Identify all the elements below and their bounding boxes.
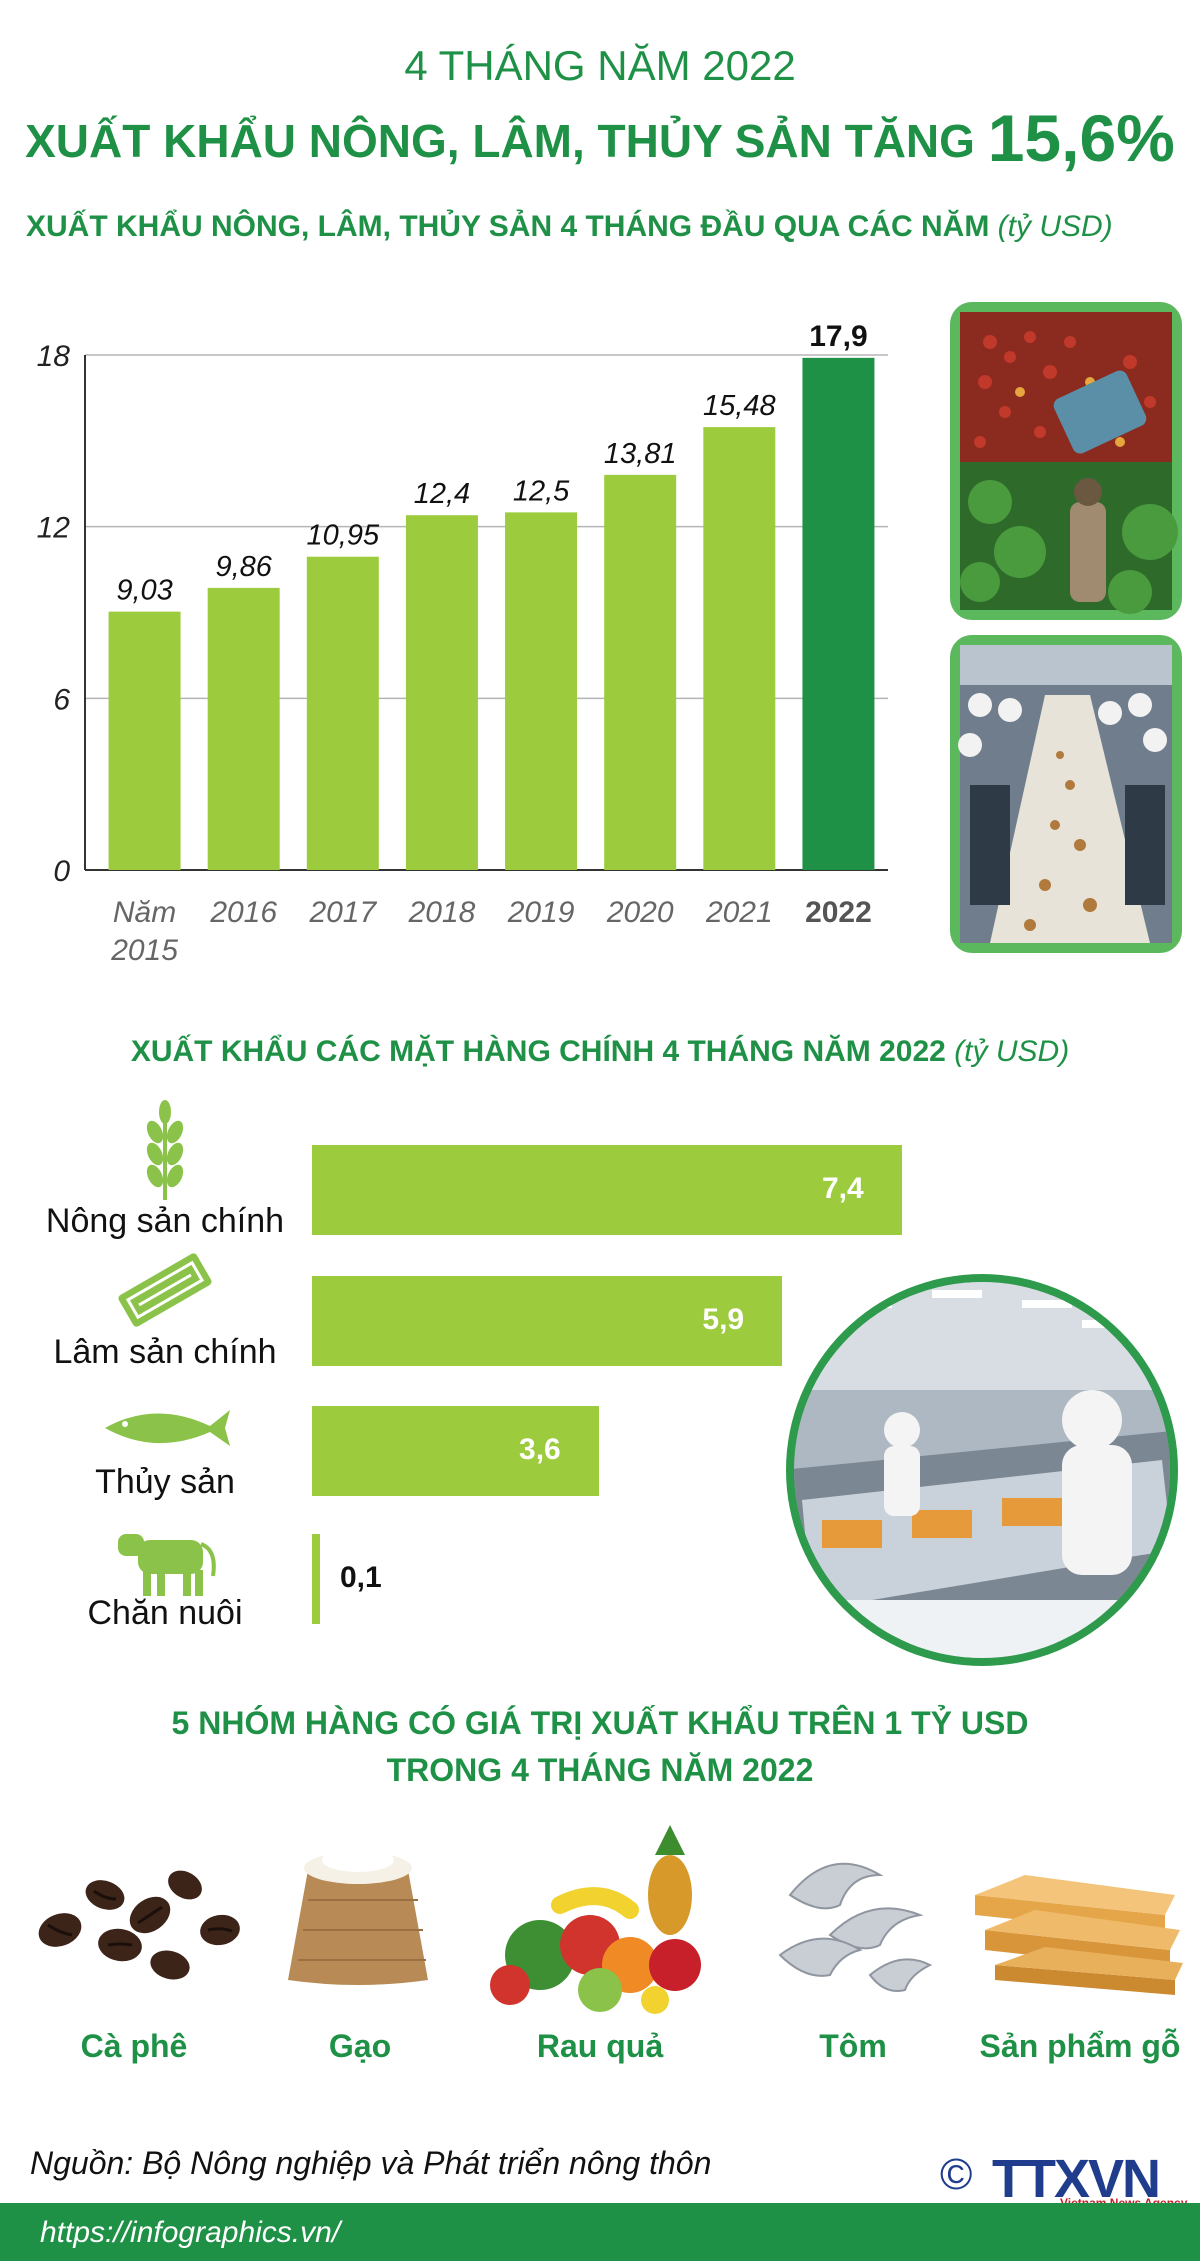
- y-tick-label: 18: [37, 340, 71, 373]
- x-tick-label: 2016: [209, 896, 277, 929]
- bar-value-label: 17,9: [809, 320, 867, 353]
- bar-value-label: 15,48: [703, 390, 776, 422]
- bar-chart-years: 9,03 9,86 10,95 12,4 12,5 13,81 15,48 17,9 Năm 2…: [37, 320, 888, 967]
- fruit-vegetable-icon: [490, 1825, 701, 2014]
- category-label-0: Nông sản chính: [45, 1202, 285, 1240]
- bar-value-label: 13,81: [604, 438, 677, 470]
- category-label-3: Chăn nuôi: [87, 1594, 243, 1632]
- product-label-shrimp: Tôm: [819, 2028, 887, 2064]
- bar-value-label: 9,03: [116, 575, 172, 607]
- bar-value-label: 12,5: [513, 475, 570, 507]
- year-bar: [802, 357, 875, 871]
- x-tick-label: 2019: [507, 896, 575, 929]
- shrimp-factory-illustration: [958, 645, 1172, 943]
- x-tick-label: 2017: [308, 896, 377, 929]
- category-bar: [312, 1145, 902, 1235]
- header-title-text: XUẤT KHẨU NÔNG, LÂM, THỦY SẢN TĂNG: [25, 115, 988, 167]
- coffee-pepper-illustration: [960, 312, 1178, 614]
- category-value-label: 3,6: [519, 1433, 561, 1466]
- x-tick-label: 2021: [705, 896, 773, 929]
- product-label-fruit-veg: Rau quả: [536, 2028, 664, 2064]
- section2-unit: (tỷ USD): [954, 1035, 1070, 1068]
- section1-unit: (tỷ USD): [997, 210, 1113, 243]
- year-bar: [108, 611, 181, 870]
- header-title: XUẤT KHẨU NÔNG, LÂM, THỦY SẢN TĂNG 15,6%: [0, 100, 1200, 176]
- section3-title-line1: 5 NHÓM HÀNG CÓ GIÁ TRỊ XUẤT KHẨU TRÊN 1 …: [171, 1705, 1029, 1741]
- x-tick-label: 2020: [606, 896, 674, 929]
- fish-icon: [105, 1410, 230, 1446]
- x-tick-label: Năm: [113, 896, 176, 929]
- wood-planks-icon: [975, 1875, 1183, 1995]
- product-label-wood: Sản phẩm gỗ: [979, 2028, 1181, 2064]
- y-tick-label: 0: [53, 855, 70, 888]
- product-label-coffee: Cà phê: [80, 2028, 188, 2064]
- processing-factory-photo: [786, 1274, 1178, 1666]
- year-bar: [405, 515, 478, 870]
- footer-bar: [0, 2203, 1200, 2261]
- product-label-rice: Gạo: [328, 2028, 392, 2064]
- ttxvn-logo: TTXVN: [992, 2149, 1161, 2209]
- section2-title: XUẤT KHẨU CÁC MẶT HÀNG CHÍNH 4 THÁNG NĂM…: [0, 1035, 1200, 1069]
- section1-title-text: XUẤT KHẨU NÔNG, LÂM, THỦY SẢN 4 THÁNG ĐẦ…: [26, 210, 998, 243]
- year-bar: [306, 556, 379, 870]
- category-bar: [312, 1534, 320, 1624]
- year-bar: [703, 427, 776, 870]
- category-value-label: 0,1: [339, 1561, 382, 1594]
- category-bar: [312, 1276, 783, 1366]
- wood-log-icon: [118, 1253, 212, 1327]
- year-bar: [207, 587, 280, 870]
- bar-value-label: 9,86: [215, 551, 272, 583]
- category-value-label: 5,9: [702, 1303, 745, 1336]
- shrimp-icon: [778, 1862, 933, 1992]
- y-tick-label: 6: [53, 683, 70, 716]
- rice-sack-icon: [288, 1848, 428, 1985]
- copyright-symbol: ©: [940, 2150, 973, 2199]
- coffee-pepper-photo: [950, 302, 1182, 620]
- footer-url-link[interactable]: https://infographics.vn/: [40, 2216, 341, 2249]
- header-subtitle: 4 THÁNG NĂM 2022: [404, 42, 796, 89]
- category-label-2: Thủy sản: [95, 1463, 235, 1501]
- x-tick-label: 2022: [805, 896, 872, 929]
- bar-value-label: 12,4: [414, 478, 470, 510]
- category-bar: [312, 1406, 600, 1496]
- y-tick-label: 12: [37, 512, 71, 545]
- cow-icon: [118, 1534, 216, 1596]
- wheat-icon: [146, 1100, 184, 1200]
- section3-title-line2: TRONG 4 THÁNG NĂM 2022: [386, 1752, 814, 1788]
- source-note: Nguồn: Bộ Nông nghiệp và Phát triển nông…: [30, 2145, 712, 2181]
- category-label-1: Lâm sản chính: [53, 1333, 277, 1371]
- shrimp-factory-photo: [950, 635, 1182, 953]
- year-bar: [604, 474, 677, 870]
- year-bar: [505, 512, 578, 870]
- bar-value-label: 10,95: [307, 520, 380, 552]
- coffee-beans-icon: [38, 1870, 240, 1980]
- header-title-highlight: 15,6%: [987, 101, 1175, 175]
- x-tick-label: 2018: [408, 896, 476, 929]
- section1-title: XUẤT KHẨU NÔNG, LÂM, THỦY SẢN 4 THÁNG ĐẦ…: [26, 210, 1113, 244]
- x-tick-label: 2015: [110, 934, 178, 967]
- section2-title-text: XUẤT KHẨU CÁC MẶT HÀNG CHÍNH 4 THÁNG NĂM…: [130, 1035, 955, 1068]
- category-value-label: 7,4: [822, 1172, 864, 1205]
